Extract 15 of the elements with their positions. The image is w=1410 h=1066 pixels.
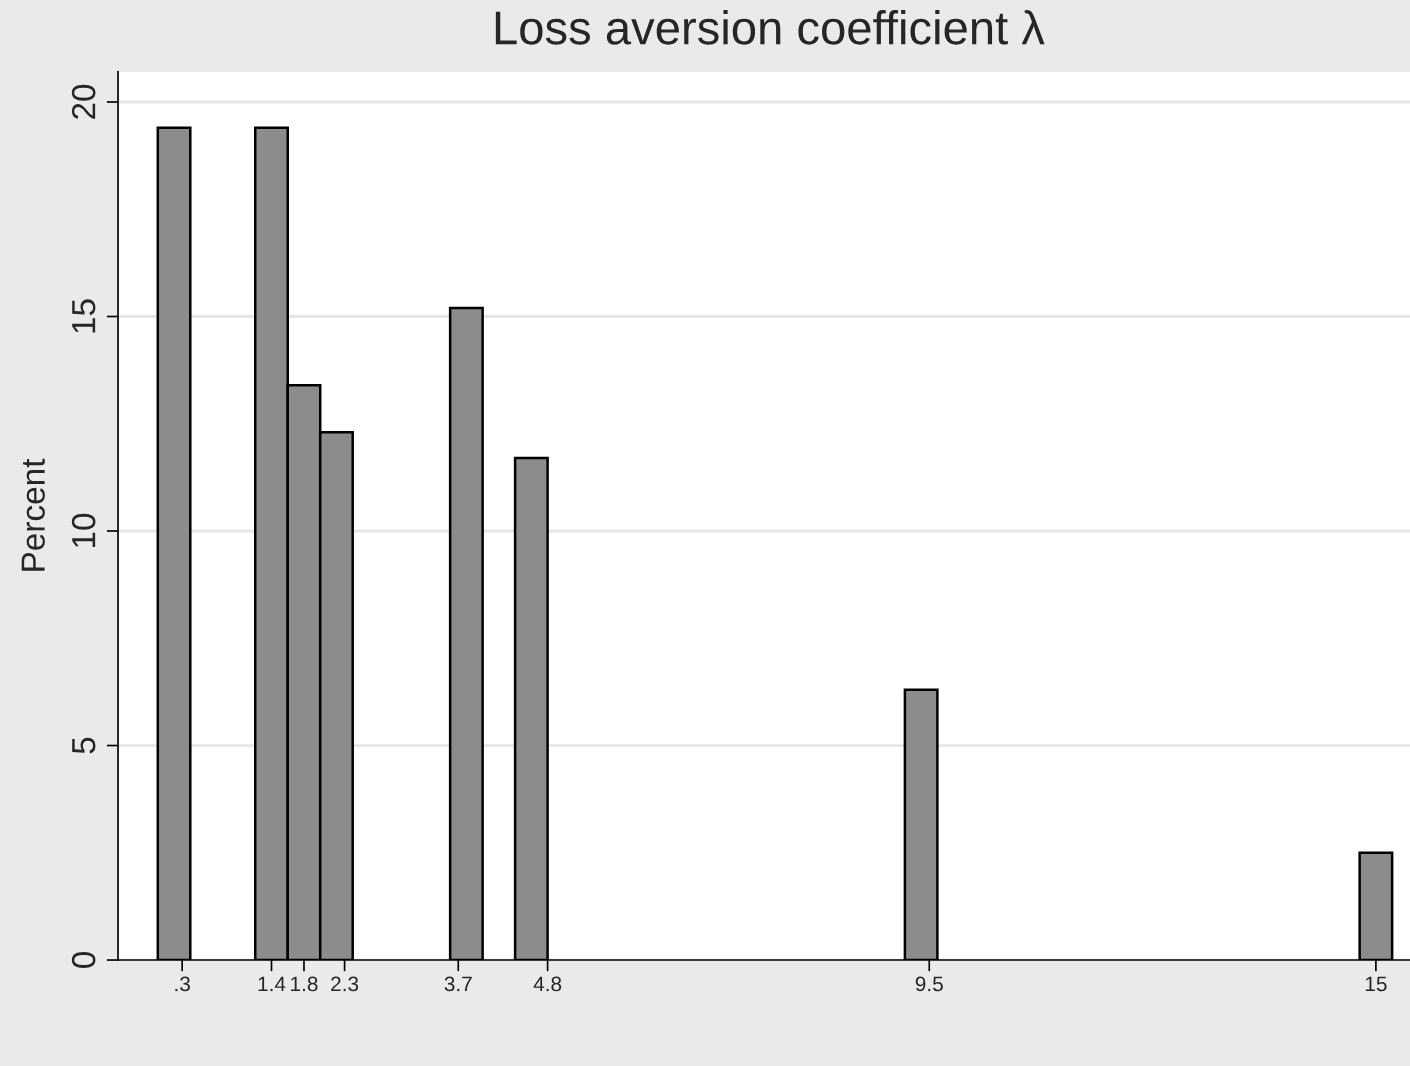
y-tick-label: 5 — [72, 737, 96, 754]
y-tick-label: 20 — [71, 84, 96, 119]
x-tick-label: 1.4 — [258, 976, 286, 992]
y-tick-label: 0 — [71, 952, 96, 969]
x-tick-label: 2.3 — [331, 976, 359, 992]
x-tick-label: 1.8 — [291, 976, 318, 992]
x-tick-label: .3 — [175, 976, 190, 992]
x-tick-label: 15 — [1365, 976, 1387, 992]
x-tick-label: 9.5 — [915, 976, 943, 992]
y-tick-label: 15 — [72, 299, 96, 333]
y-tick-label: 10 — [71, 513, 96, 548]
x-tick-label: 4.8 — [533, 976, 562, 992]
y-axis-title: Percent — [21, 458, 45, 571]
chart-title: Loss aversion coefficient λ — [495, 9, 1045, 45]
x-tick-label: 3.7 — [444, 976, 472, 992]
